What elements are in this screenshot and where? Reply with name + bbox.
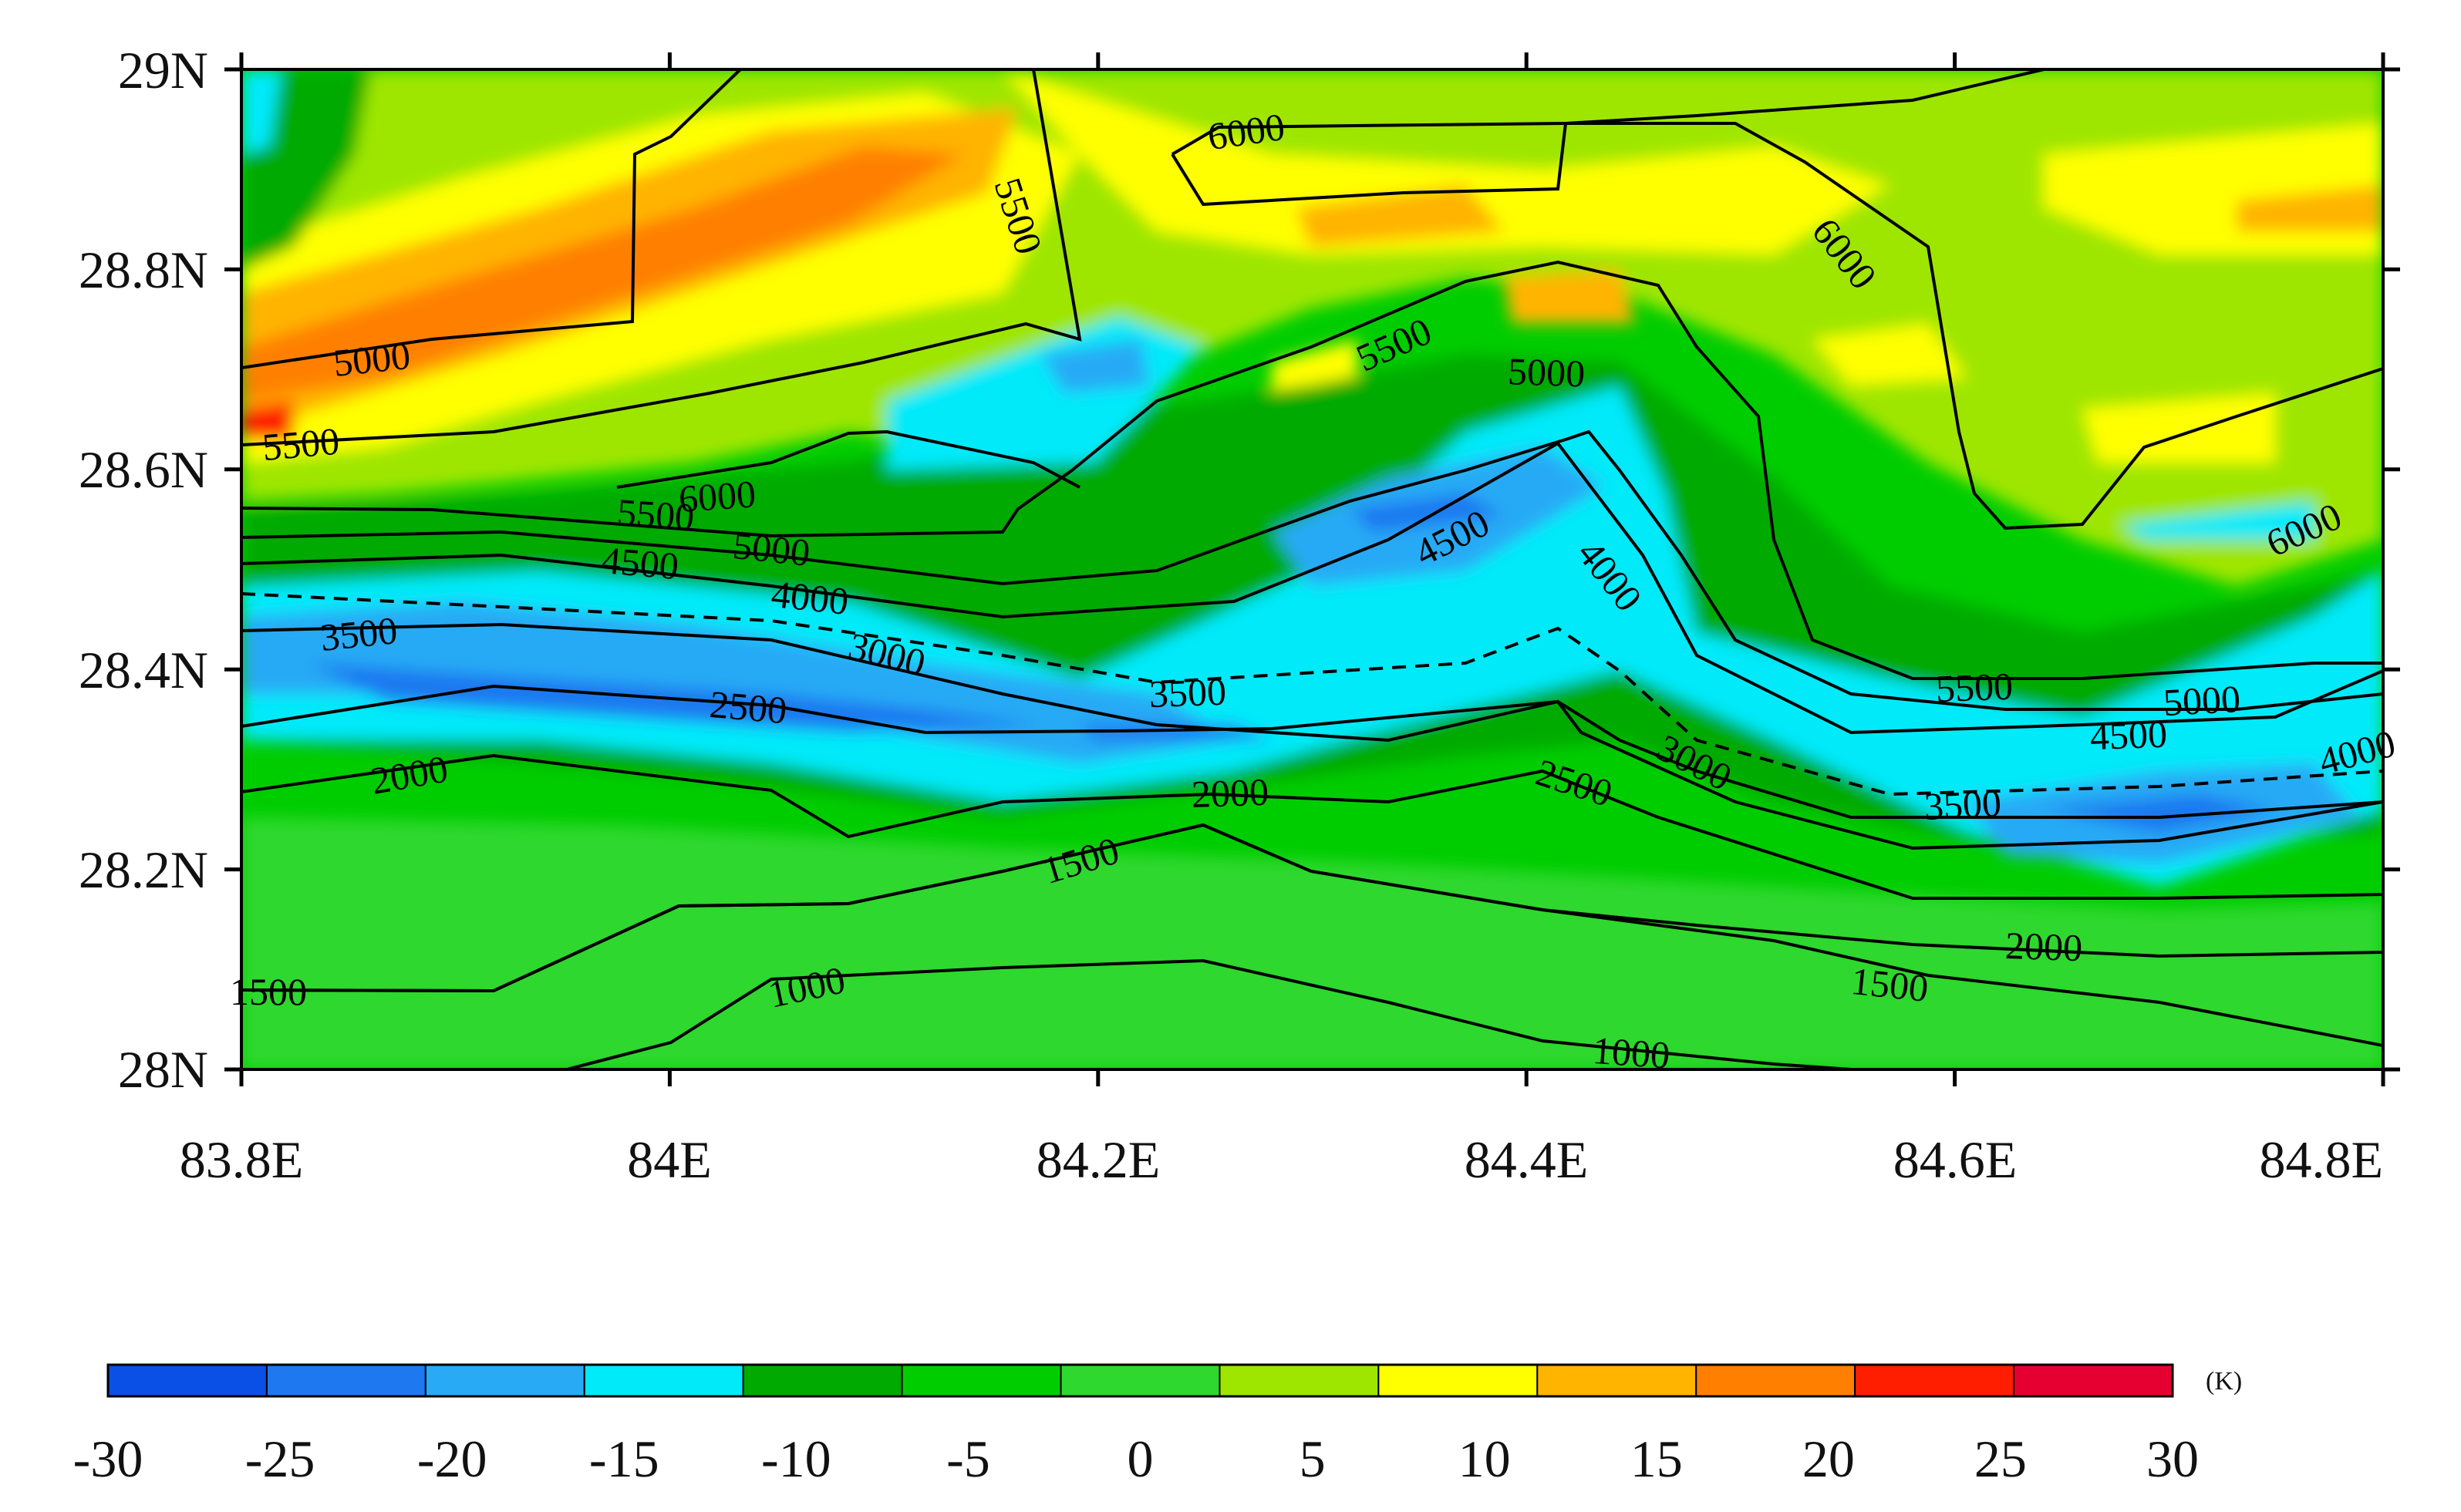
colorbar-swatch <box>424 1364 585 1397</box>
colorbar-swatch <box>1060 1364 1221 1397</box>
x-axis-ticks <box>239 52 2385 1086</box>
contour-label: 4000 <box>770 572 851 623</box>
colorbar-swatch <box>107 1364 268 1397</box>
contour-label: 1500 <box>1849 959 1930 1010</box>
contour-label: 3500 <box>1148 670 1227 716</box>
y-axis-ticks <box>224 67 2400 1072</box>
contour-label: 5000 <box>331 334 412 385</box>
colorbar-swatch <box>2013 1364 2173 1397</box>
contour-label: 5000 <box>1507 349 1586 395</box>
contour-label: 2000 <box>1191 770 1269 816</box>
contour-label: 5000 <box>2163 677 2242 724</box>
contour-label: 3500 <box>1923 781 2003 828</box>
contour-lines <box>241 69 2383 1069</box>
contour-label: 5500 <box>615 490 696 539</box>
colorbar-tick-label: -10 <box>761 1429 831 1488</box>
colorbar-frame <box>106 1363 2174 1398</box>
contour-label: 5000 <box>731 524 812 574</box>
y-tick-label: 29N <box>118 41 208 99</box>
colorbar-tick-label: -20 <box>417 1429 487 1488</box>
colorbar-swatch <box>583 1364 744 1397</box>
x-tick-label: 84.4E <box>1465 1130 1589 1189</box>
contour-label: 5500 <box>261 419 342 470</box>
y-tick-label: 28.6N <box>79 440 208 499</box>
y-axis-labels: 28N 28.2N 28.4N 28.6N 28.8N 29N <box>79 41 208 1099</box>
colorbar-swatch <box>1536 1364 1697 1397</box>
colorbar: (K) -30 -25 -20 -15 -10 -5 0 5 10 15 20 25 30 <box>73 1363 2242 1488</box>
plot-frame <box>240 68 2385 1071</box>
y-tick-label: 28.8N <box>79 241 208 299</box>
filled-contour-field <box>241 69 2383 1069</box>
x-tick-label: 84.6E <box>1893 1130 2018 1189</box>
contour-label: 2000 <box>2004 924 2083 969</box>
colorbar-tick-label: 30 <box>2146 1429 2199 1488</box>
colorbar-tick-label: 25 <box>1974 1429 2027 1488</box>
colorbar-tick-label: -5 <box>946 1429 990 1488</box>
colorbar-tick-label: 15 <box>1630 1429 1683 1488</box>
y-tick-label: 28N <box>118 1040 208 1099</box>
colorbar-tick-label: 10 <box>1458 1429 1511 1488</box>
colorbar-swatch <box>742 1364 903 1397</box>
x-tick-label: 84E <box>627 1130 712 1189</box>
contour-label: 3500 <box>319 608 399 659</box>
colorbar-tick-label: 0 <box>1128 1429 1154 1488</box>
colorbar-swatch <box>1219 1364 1380 1397</box>
x-tick-label: 84.8E <box>2259 1130 2383 1189</box>
colorbar-tick-label: 5 <box>1300 1429 1326 1488</box>
contour-label: 5500 <box>1935 665 2014 710</box>
colorbar-tick-label: -15 <box>589 1429 659 1488</box>
x-axis-labels: 83.8E 84E 84.2E 84.4E 84.6E 84.8E <box>180 1130 2383 1189</box>
contour-label: 6000 <box>1205 105 1287 158</box>
x-tick-label: 83.8E <box>180 1130 304 1189</box>
contour-label: 6000 <box>677 472 757 520</box>
y-tick-label: 28.2N <box>79 840 208 899</box>
x-tick-label: 84.2E <box>1037 1130 1161 1189</box>
colorbar-swatch <box>901 1364 1062 1397</box>
colorbar-swatch <box>265 1364 426 1397</box>
colorbar-swatch <box>1695 1364 1856 1397</box>
colorbar-swatch <box>1377 1364 1539 1397</box>
colorbar-unit-label: (K) <box>2206 1367 2242 1396</box>
colorbar-tick-label: -30 <box>73 1429 143 1488</box>
contour-label: 4500 <box>2089 712 2168 758</box>
y-tick-label: 28.4N <box>79 641 208 699</box>
colorbar-tick-label: 20 <box>1802 1429 1855 1488</box>
colorbar-swatch <box>1854 1364 2015 1397</box>
colorbar-tick-label: -25 <box>245 1429 315 1488</box>
contour-label: 2500 <box>708 682 789 732</box>
contour-label: 4500 <box>600 538 681 588</box>
